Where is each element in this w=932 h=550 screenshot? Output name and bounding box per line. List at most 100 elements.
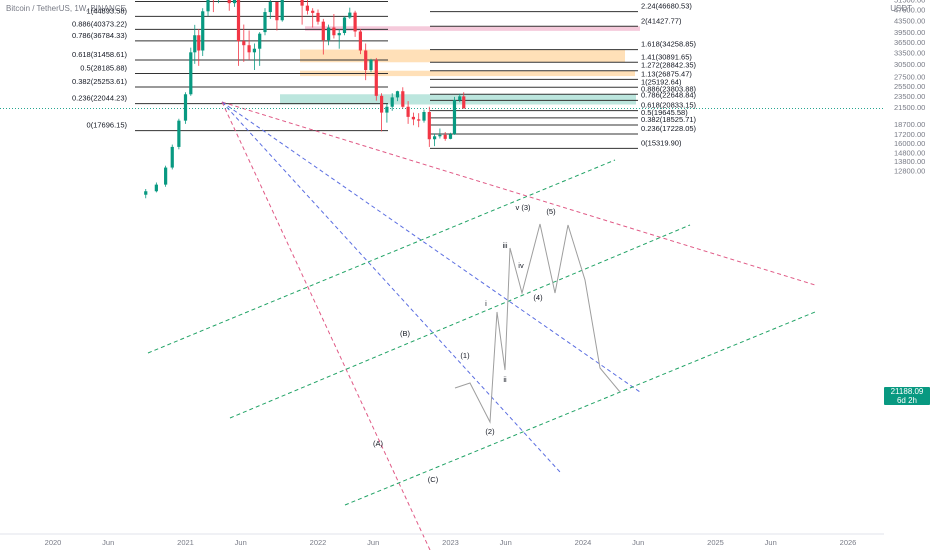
candle-body [448,134,453,139]
fib-label-left: 1.13(50669.19) [76,0,127,1]
fib-label-left: 0(17696.15) [87,121,128,130]
wave-label: iv [518,261,524,270]
wave-label: i [485,299,487,308]
y-tick-label: 51500.00 [894,0,925,5]
y-tick-label: 18700.00 [894,120,925,129]
candle-body [189,52,193,95]
x-tick-label: Jun [102,538,114,547]
y-tick-label: 36500.00 [894,38,925,47]
candle-body [406,106,410,117]
candle-body [438,134,442,137]
candle-body [275,1,279,21]
candle-body [183,94,188,121]
x-tick-label: Jun [235,538,247,547]
fib-label-left: 0.236(22044.23) [72,94,128,103]
candle-body [305,5,309,11]
wave-label: (C) [428,475,439,484]
fib-label-right: 2(41427.77) [641,16,682,25]
wave-label: (B) [400,329,411,338]
candle-body [144,191,148,195]
y-tick-label: 23500.00 [894,92,925,101]
candle-body [385,106,389,113]
candle-body [268,1,272,13]
candle-body [353,12,357,32]
x-tick-label: Jun [765,538,777,547]
candle-body [427,112,431,140]
fib-label-right: 0.886(23803.88) [641,84,697,93]
fib-label-right: 1.618(34258.85) [641,40,697,49]
price-axis[interactable]: 88000.0080000.0072500.0067500.0061500.00… [894,0,925,175]
trend-line [147,159,616,354]
candle-body [348,12,352,18]
trend-line [221,101,641,393]
fib-label-left: 0.382(25253.61) [72,77,128,86]
fib-label-right: 2.24(46680.53) [641,2,692,11]
candle-body [252,48,256,53]
zone-box [305,26,640,31]
x-tick-label: 2020 [45,538,62,547]
y-tick-label: 30500.00 [894,60,925,69]
candle-body [170,146,174,168]
candle-body [364,50,368,71]
candle-body [247,45,251,53]
projection-path [454,223,621,424]
y-tick-label: 43500.00 [894,16,925,25]
x-tick-label: 2024 [575,538,592,547]
y-tick-label: 14800.00 [894,149,925,158]
fib-label-right: 0.382(18525.71) [641,115,697,124]
x-tick-label: 2026 [840,538,857,547]
candle-body [300,0,304,6]
zone-box [300,70,635,77]
candle-body [462,96,466,109]
fib-label-left: 1(44893.58) [87,6,128,15]
candle-body [332,27,336,36]
wave-label: (5) [546,207,556,216]
wave-label: (4) [533,293,543,302]
fib-label-left: 0.618(31458.61) [72,50,128,59]
x-tick-label: 2021 [177,538,194,547]
wave-label: v (3) [516,203,532,212]
fib-label-right: 1.272(28842.35) [641,61,697,70]
fib-label-right: 0.618(20833.15) [641,101,697,110]
trend-line [221,101,816,286]
candle-body [201,11,205,51]
wave-label: (1) [460,351,470,360]
candle-body [411,116,415,120]
wave-label: iii [503,241,508,250]
candle-body [452,100,457,135]
current-price: 21188.09 [890,387,924,396]
zone-box [280,94,636,105]
trend-lines [0,101,884,550]
candle-body [358,31,362,51]
fib-label-right: 0.786(22648.84) [641,90,697,99]
highlight-zones [280,26,640,105]
y-tick-label: 47500.00 [894,5,925,14]
candle-body [458,96,462,101]
candle-body [280,0,284,21]
candle-body [337,33,341,36]
y-tick-label: 21500.00 [894,103,925,112]
trend-line [221,101,561,473]
y-tick-label: 12800.00 [894,166,925,175]
fib-label-right: 1.41(30891.65) [641,52,692,61]
fib-label-right: 0(15319.90) [641,138,682,147]
y-tick-label: 25500.00 [894,82,925,91]
wave-label: (A) [373,439,384,448]
candle-body [374,59,378,96]
candle-body [321,21,325,41]
y-tick-label: 39500.00 [894,28,925,37]
x-tick-label: 2023 [442,538,459,547]
candle-body [154,184,158,192]
wave-label: (2) [485,427,495,436]
y-tick-label: 17200.00 [894,130,925,139]
x-tick-label: Jun [632,538,644,547]
candle-body [443,134,447,139]
fibonacci-levels: 1.618(79807.74)1.41(65758.13)1.272(57830… [72,0,697,149]
candle-body [380,95,384,113]
time-axis[interactable]: 2020 Jun 2021 Jun 2022 Jun 2023 Jun 2024 Jun 2025 J… [0,533,884,547]
candle-body [390,97,394,107]
candle-body [197,35,201,51]
candle-body [401,91,405,107]
candle-body [433,136,437,140]
